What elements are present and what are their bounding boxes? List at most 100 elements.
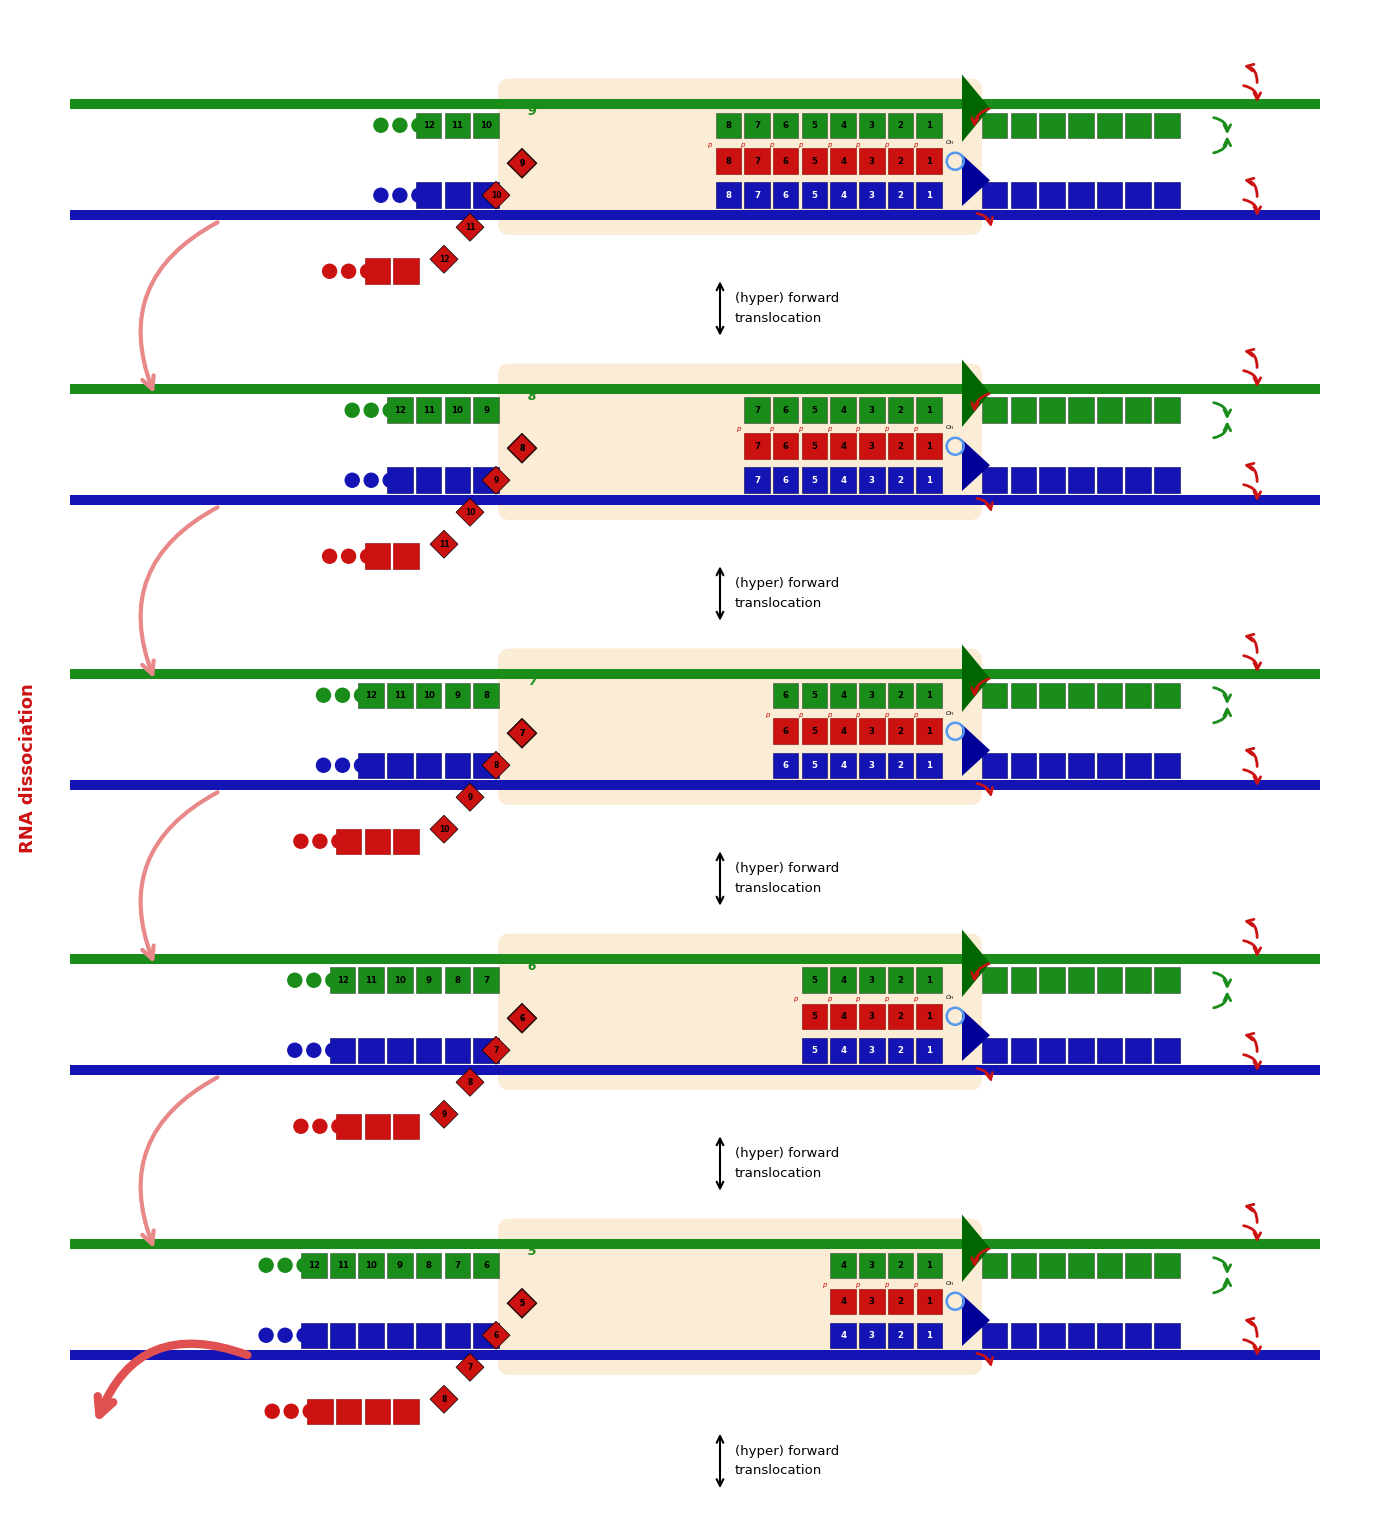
Bar: [774, 682, 798, 708]
Bar: [70, 210, 1320, 220]
Bar: [801, 149, 827, 174]
Bar: [982, 682, 1007, 708]
Bar: [745, 433, 769, 459]
Text: p: p: [883, 141, 889, 147]
Text: 1: 1: [926, 1046, 932, 1055]
Bar: [1096, 398, 1123, 422]
Polygon shape: [507, 433, 537, 464]
Bar: [1011, 183, 1036, 207]
Bar: [1011, 1037, 1036, 1063]
Text: p: p: [883, 997, 889, 1003]
Text: 4: 4: [840, 121, 846, 129]
Bar: [801, 1037, 827, 1063]
Text: 8: 8: [528, 390, 536, 402]
Bar: [1039, 1322, 1065, 1349]
Bar: [982, 1322, 1007, 1349]
Circle shape: [393, 118, 407, 132]
Bar: [888, 1003, 914, 1029]
Text: (hyper) forward: (hyper) forward: [735, 1444, 840, 1458]
Bar: [859, 682, 885, 708]
Text: 2: 2: [897, 1046, 904, 1055]
Text: 8: 8: [493, 760, 499, 770]
Polygon shape: [507, 719, 537, 748]
Bar: [1125, 398, 1151, 422]
Text: 4: 4: [840, 727, 846, 736]
Bar: [916, 467, 943, 493]
Bar: [916, 1289, 943, 1313]
Bar: [830, 1252, 856, 1278]
Bar: [1096, 112, 1123, 138]
Bar: [473, 753, 499, 779]
Text: 8: 8: [725, 190, 731, 200]
Text: p: p: [912, 711, 918, 717]
Circle shape: [306, 1043, 320, 1057]
Text: p: p: [855, 1281, 860, 1287]
Bar: [830, 398, 856, 422]
Text: 4: 4: [840, 975, 846, 985]
Circle shape: [333, 1120, 346, 1134]
Bar: [1039, 183, 1065, 207]
Bar: [774, 398, 798, 422]
Bar: [387, 682, 412, 708]
Bar: [888, 467, 914, 493]
Text: 5: 5: [812, 442, 818, 450]
Circle shape: [287, 1043, 302, 1057]
Text: 7: 7: [754, 406, 760, 415]
Text: p: p: [798, 427, 802, 433]
Text: 4: 4: [840, 442, 846, 450]
Bar: [1096, 682, 1123, 708]
Bar: [1039, 753, 1065, 779]
Polygon shape: [962, 155, 991, 206]
Text: 10: 10: [394, 975, 405, 985]
Text: 7: 7: [754, 442, 760, 450]
FancyBboxPatch shape: [497, 364, 982, 521]
Text: 1: 1: [926, 121, 932, 129]
Text: 3: 3: [868, 1296, 875, 1306]
Text: 1: 1: [926, 476, 932, 485]
Bar: [416, 1252, 441, 1278]
FancyBboxPatch shape: [497, 934, 982, 1091]
Bar: [859, 183, 885, 207]
Text: 7: 7: [754, 190, 760, 200]
Text: 3: 3: [868, 760, 875, 770]
Text: 8: 8: [519, 444, 525, 453]
Text: 6: 6: [783, 442, 789, 450]
Circle shape: [313, 834, 327, 848]
Bar: [1154, 398, 1180, 422]
Text: 7: 7: [519, 728, 525, 737]
Bar: [70, 668, 1320, 679]
Text: 10: 10: [491, 190, 502, 200]
Text: 2: 2: [897, 727, 904, 736]
Bar: [888, 1252, 914, 1278]
Bar: [473, 467, 499, 493]
Bar: [1068, 753, 1094, 779]
Circle shape: [316, 688, 331, 702]
Bar: [888, 719, 914, 743]
Text: p: p: [883, 711, 889, 717]
Bar: [1011, 753, 1036, 779]
Bar: [830, 719, 856, 743]
Bar: [1039, 682, 1065, 708]
Circle shape: [313, 1120, 327, 1134]
Bar: [1154, 753, 1180, 779]
Bar: [888, 398, 914, 422]
Bar: [1039, 968, 1065, 992]
Text: 1: 1: [926, 1296, 932, 1306]
Text: 8: 8: [519, 444, 525, 453]
Text: 1: 1: [926, 157, 932, 166]
Text: 1: 1: [926, 406, 932, 415]
Bar: [416, 1037, 441, 1063]
Text: 3: 3: [868, 1261, 875, 1270]
Bar: [888, 682, 914, 708]
Bar: [1011, 398, 1036, 422]
Bar: [716, 183, 741, 207]
Bar: [916, 1037, 943, 1063]
Text: 7: 7: [754, 476, 760, 485]
Bar: [888, 183, 914, 207]
Bar: [1154, 968, 1180, 992]
Bar: [859, 1252, 885, 1278]
Bar: [830, 112, 856, 138]
Bar: [859, 398, 885, 422]
Bar: [830, 1289, 856, 1313]
Text: p: p: [883, 427, 889, 433]
